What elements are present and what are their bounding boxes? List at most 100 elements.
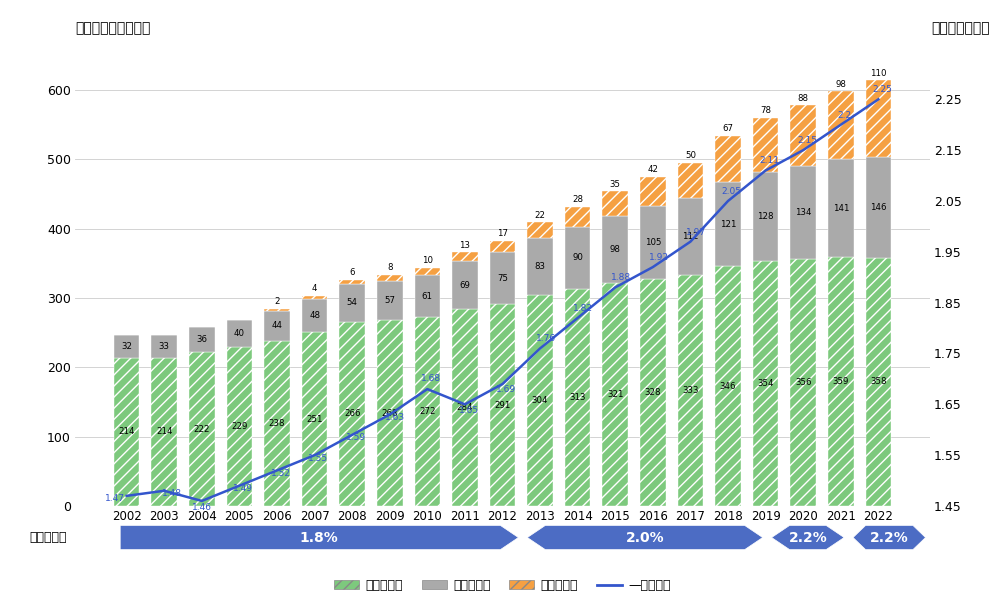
- Text: 321: 321: [607, 390, 624, 399]
- Text: 42: 42: [647, 165, 658, 174]
- Text: 78: 78: [760, 106, 771, 115]
- Bar: [302, 332, 327, 506]
- Text: 121: 121: [720, 220, 736, 228]
- Bar: [490, 304, 515, 506]
- Bar: [565, 207, 590, 227]
- Text: 284: 284: [457, 403, 473, 412]
- Bar: [339, 280, 365, 284]
- Text: 40: 40: [234, 329, 245, 338]
- Text: 1.47: 1.47: [105, 494, 125, 504]
- Text: 1.63: 1.63: [385, 413, 405, 422]
- Text: 1.49: 1.49: [233, 484, 253, 493]
- Text: 346: 346: [720, 382, 736, 391]
- Text: 22: 22: [535, 211, 546, 220]
- Text: 266: 266: [344, 409, 360, 418]
- Text: 36: 36: [196, 335, 207, 344]
- Text: 1.65: 1.65: [459, 405, 479, 415]
- Text: 333: 333: [682, 386, 699, 395]
- Text: 359: 359: [833, 377, 849, 386]
- Text: 146: 146: [870, 203, 887, 211]
- Text: 2.25: 2.25: [872, 85, 892, 95]
- Bar: [490, 252, 515, 304]
- Text: 1.52: 1.52: [271, 469, 291, 478]
- Bar: [866, 81, 891, 156]
- Bar: [790, 259, 816, 506]
- Bar: [527, 222, 553, 238]
- Bar: [640, 206, 666, 279]
- Bar: [377, 320, 403, 506]
- Text: 2.0%: 2.0%: [626, 530, 664, 545]
- Text: 90: 90: [572, 253, 583, 262]
- Text: 35: 35: [610, 179, 621, 188]
- Text: 2: 2: [274, 298, 280, 307]
- Bar: [302, 299, 327, 332]
- Text: 98: 98: [835, 79, 846, 88]
- Text: 75: 75: [497, 274, 508, 283]
- Text: 44: 44: [271, 321, 282, 330]
- Text: 1.88: 1.88: [611, 273, 631, 282]
- Text: 実雇用率（％）: 実雇用率（％）: [931, 21, 990, 35]
- Text: 障害者の数（千人）: 障害者の数（千人）: [75, 21, 150, 35]
- Bar: [415, 275, 440, 318]
- Text: 48: 48: [309, 311, 320, 320]
- Bar: [302, 296, 327, 299]
- Text: 17: 17: [497, 228, 508, 238]
- Text: 356: 356: [795, 378, 811, 387]
- Bar: [490, 241, 515, 252]
- Bar: [678, 275, 703, 506]
- Bar: [114, 336, 139, 358]
- Text: 50: 50: [685, 151, 696, 160]
- Text: 1.48: 1.48: [162, 490, 182, 498]
- Text: 229: 229: [231, 422, 248, 431]
- Bar: [264, 310, 290, 341]
- Bar: [227, 347, 252, 506]
- Bar: [565, 289, 590, 506]
- Text: 328: 328: [645, 388, 661, 397]
- Text: 2.2%: 2.2%: [870, 530, 909, 545]
- Text: 69: 69: [459, 281, 470, 290]
- Bar: [415, 318, 440, 506]
- Text: 251: 251: [306, 415, 323, 424]
- Bar: [452, 252, 478, 261]
- Text: 6: 6: [349, 268, 355, 278]
- Text: 4: 4: [312, 284, 317, 293]
- Bar: [715, 266, 741, 506]
- Text: 1.68: 1.68: [421, 374, 441, 383]
- Bar: [866, 258, 891, 506]
- Text: 1.8%: 1.8%: [300, 530, 339, 545]
- Text: 13: 13: [459, 241, 470, 250]
- Text: 222: 222: [194, 425, 210, 433]
- Text: 2.2: 2.2: [837, 111, 852, 119]
- Bar: [189, 352, 215, 506]
- Bar: [565, 227, 590, 289]
- Bar: [866, 156, 891, 258]
- Text: 291: 291: [494, 401, 511, 410]
- Text: 1.69: 1.69: [496, 385, 516, 394]
- Bar: [828, 257, 854, 506]
- Text: 354: 354: [757, 379, 774, 388]
- Text: 54: 54: [347, 298, 358, 307]
- Bar: [377, 281, 403, 320]
- Text: 2.11: 2.11: [759, 156, 779, 165]
- Bar: [828, 159, 854, 257]
- Text: 128: 128: [757, 211, 774, 221]
- Text: 1.46: 1.46: [192, 503, 212, 512]
- Text: 2.15: 2.15: [797, 136, 817, 145]
- Bar: [227, 319, 252, 347]
- Text: 98: 98: [610, 245, 621, 254]
- Bar: [715, 182, 741, 266]
- Text: 134: 134: [795, 208, 811, 218]
- Text: 88: 88: [798, 93, 809, 102]
- Bar: [715, 136, 741, 182]
- Text: 110: 110: [870, 68, 887, 78]
- Bar: [452, 309, 478, 506]
- Bar: [264, 309, 290, 310]
- Text: 112: 112: [682, 232, 699, 241]
- Text: 10: 10: [422, 256, 433, 265]
- Text: 1.82: 1.82: [573, 304, 593, 313]
- Bar: [377, 275, 403, 281]
- Text: 105: 105: [645, 238, 661, 247]
- Text: 272: 272: [419, 407, 436, 416]
- Text: 67: 67: [723, 124, 734, 133]
- Text: 214: 214: [156, 427, 172, 436]
